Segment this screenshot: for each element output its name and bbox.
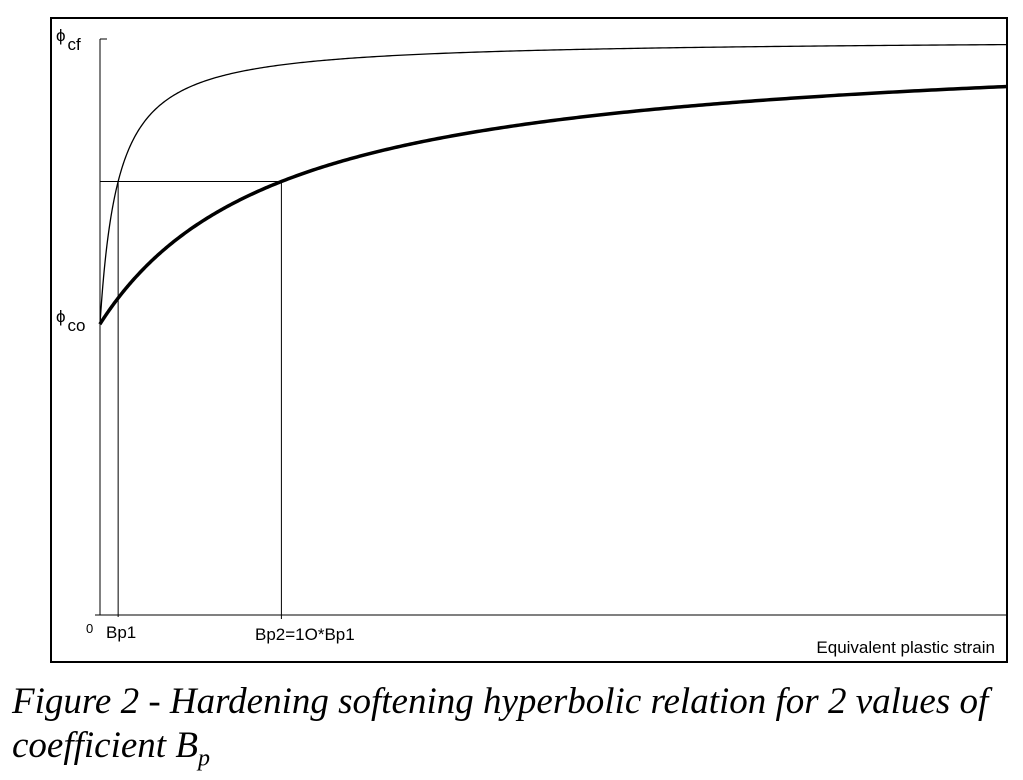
chart-plot: ϕ cf ϕ co 0 Bp1 Bp2=1O*Bp1 Equivalent plas… bbox=[56, 26, 1008, 657]
x-tick-label-bp2: Bp2=1O*Bp1 bbox=[255, 625, 355, 644]
series-line-bp2 bbox=[98, 84, 1008, 326]
caption-line-1: Figure 2 - Hardening softening hyperboli… bbox=[12, 681, 989, 722]
x-axis-label: Equivalent plastic strain bbox=[816, 638, 995, 657]
caption-line-2: coefficient Bp bbox=[12, 725, 210, 772]
series-line-bp1 bbox=[99, 43, 1008, 325]
y-tick-label-phi-co: ϕ co bbox=[56, 307, 86, 335]
y-tick-label-phi-cf: ϕ cf bbox=[56, 26, 81, 54]
x-tick-label-origin: 0 bbox=[86, 621, 93, 636]
x-tick-label-bp1: Bp1 bbox=[106, 623, 136, 642]
chart-frame: ϕ cf ϕ co 0 Bp1 Bp2=1O*Bp1 Equivalent plas… bbox=[50, 17, 1008, 663]
figure-caption: Figure 2 - Hardening softening hyperboli… bbox=[12, 680, 1012, 780]
